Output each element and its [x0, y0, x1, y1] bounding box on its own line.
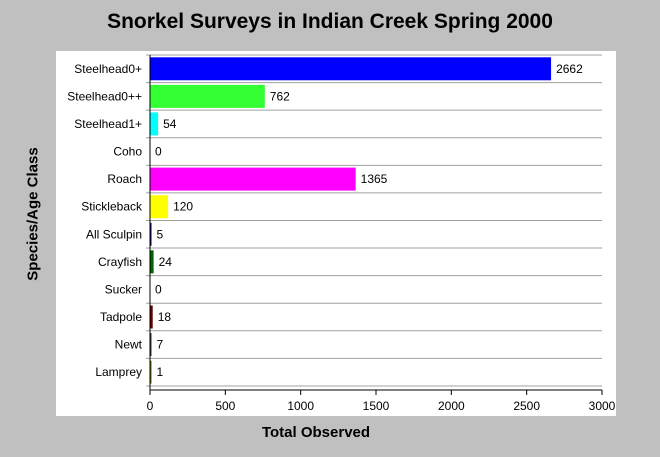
- bar-lamprey: [150, 360, 152, 384]
- category-label: Lamprey: [95, 365, 142, 379]
- x-tick-label: 500: [215, 399, 235, 413]
- bar-stickleback: [150, 195, 169, 219]
- category-label: Sucker: [105, 282, 142, 296]
- category-label: Crayfish: [98, 255, 142, 269]
- category-label: Newt: [115, 338, 143, 352]
- bar-tadpole: [150, 305, 153, 329]
- data-label: 762: [270, 89, 290, 103]
- bar-newt: [150, 333, 152, 357]
- x-tick-label: 1000: [287, 399, 314, 413]
- data-label: 120: [173, 200, 193, 214]
- data-label: 1: [157, 365, 164, 379]
- category-label: Steelhead0++: [67, 89, 142, 103]
- x-tick-label: 3000: [589, 399, 616, 413]
- data-label: 0: [155, 145, 162, 159]
- data-label: 18: [158, 310, 172, 324]
- bar-crayfish: [150, 250, 154, 274]
- bar-steelhead0-: [150, 84, 265, 108]
- axis-layer: 0 500 1000 1500 2000 2500 3000: [147, 55, 616, 413]
- category-label: Tadpole: [100, 310, 142, 324]
- data-label: 1365: [361, 172, 388, 186]
- data-label: 54: [163, 117, 177, 131]
- data-label: 7: [157, 338, 164, 352]
- x-tick-label: 2000: [438, 399, 465, 413]
- data-label: 5: [157, 227, 164, 241]
- category-label: Steelhead0+: [74, 62, 142, 76]
- bars-layer: [150, 57, 552, 384]
- x-tick-label: 2500: [513, 399, 540, 413]
- x-tick-label: 0: [147, 399, 154, 413]
- category-label: Coho: [113, 145, 142, 159]
- bar-roach: [150, 167, 356, 191]
- category-label: Steelhead1+: [74, 117, 142, 131]
- data-label: 2662: [556, 62, 583, 76]
- x-tick-label: 1500: [363, 399, 390, 413]
- bar-steelhead1-: [150, 112, 159, 136]
- labels-layer: Steelhead0+ 2662 Steelhead0++ 762 Steelhead1…: [67, 62, 583, 379]
- data-label: 0: [155, 282, 162, 296]
- bar-steelhead0-: [150, 57, 552, 81]
- x-axis-label: Total Observed: [261, 424, 371, 441]
- plot-area: [56, 51, 616, 416]
- data-label: 24: [159, 255, 173, 269]
- grid-layer: [146, 54, 602, 387]
- chart-title: Snorkel Surveys in Indian Creek Spring 2…: [107, 10, 553, 33]
- category-label: Roach: [107, 172, 142, 186]
- category-label: All Sculpin: [86, 227, 142, 241]
- bar-all-sculpin: [150, 222, 152, 246]
- category-label: Stickleback: [81, 200, 143, 214]
